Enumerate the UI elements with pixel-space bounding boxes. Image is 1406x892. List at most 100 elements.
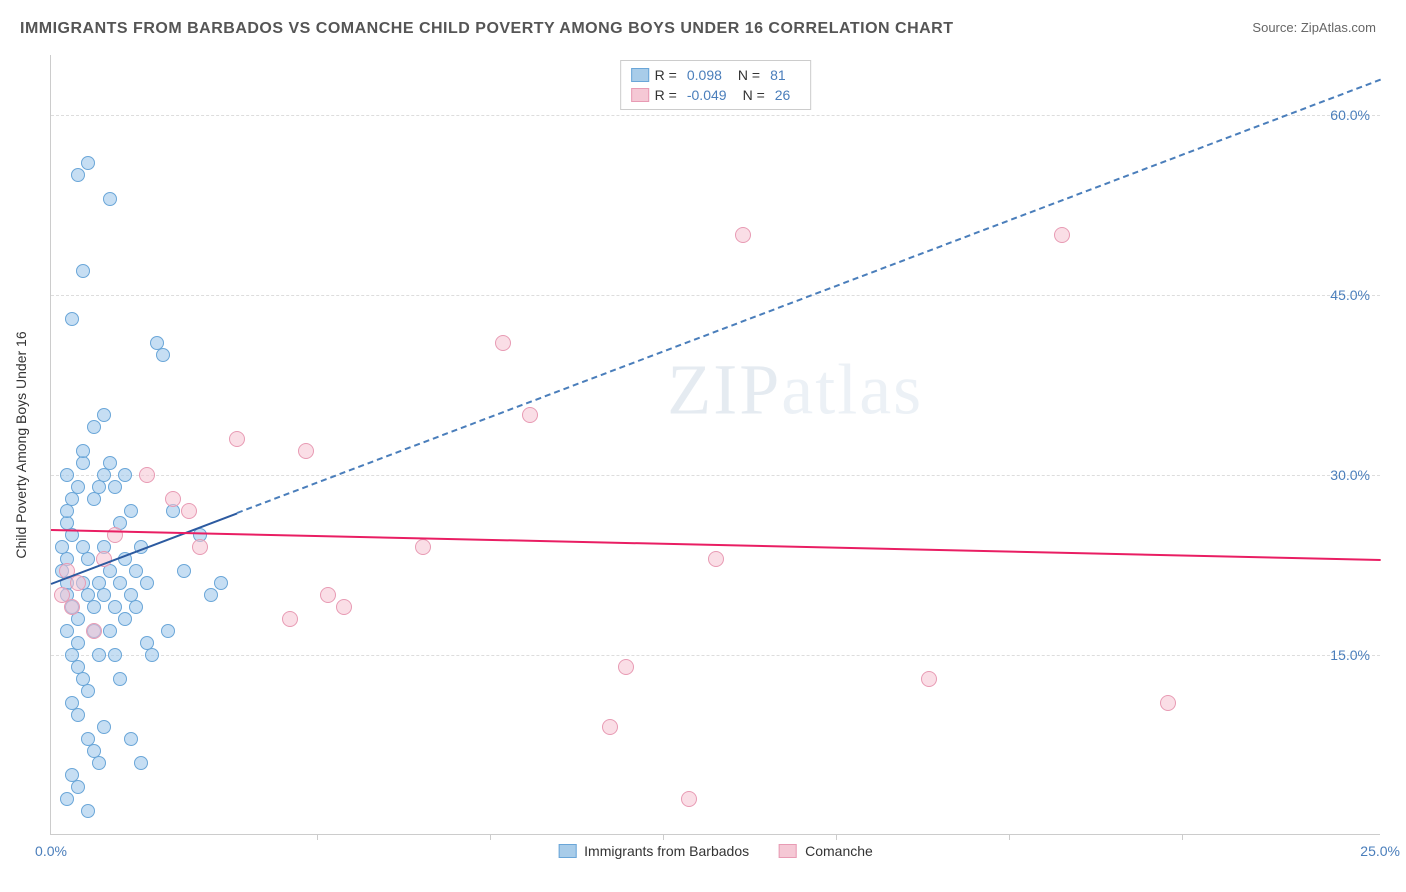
pink-scatter-point: [336, 599, 352, 615]
x-tick-mark: [317, 834, 318, 840]
blue-scatter-point: [65, 312, 79, 326]
x-origin-label: 0.0%: [35, 843, 67, 859]
pink-scatter-point: [415, 539, 431, 555]
blue-scatter-point: [161, 624, 175, 638]
swatch-pink-icon: [631, 88, 649, 102]
blue-scatter-point: [140, 636, 154, 650]
blue-scatter-point: [81, 804, 95, 818]
x-tick-mark: [490, 834, 491, 840]
legend-label: Comanche: [805, 843, 873, 859]
blue-scatter-point: [103, 456, 117, 470]
source-attribution: Source: ZipAtlas.com: [1252, 20, 1376, 35]
blue-scatter-point: [118, 468, 132, 482]
r-value: -0.049: [687, 87, 727, 103]
blue-scatter-point: [129, 600, 143, 614]
y-tick-label: 60.0%: [1330, 107, 1370, 123]
blue-scatter-point: [76, 456, 90, 470]
blue-scatter-point: [177, 564, 191, 578]
blue-scatter-point: [71, 168, 85, 182]
blue-scatter-point: [103, 192, 117, 206]
blue-scatter-point: [97, 408, 111, 422]
blue-scatter-point: [118, 612, 132, 626]
blue-scatter-point: [124, 732, 138, 746]
x-tick-mark: [663, 834, 664, 840]
blue-scatter-point: [60, 624, 74, 638]
blue-scatter-point: [87, 492, 101, 506]
y-axis-title: Child Poverty Among Boys Under 16: [13, 331, 29, 558]
correlation-legend: R = 0.098 N = 81 R = -0.049 N = 26: [620, 60, 812, 110]
blue-scatter-point: [71, 780, 85, 794]
gridline-horizontal: [51, 475, 1380, 476]
series-legend: Immigrants from Barbados Comanche: [558, 843, 873, 859]
blue-scatter-point: [103, 624, 117, 638]
pink-scatter-point: [921, 671, 937, 687]
blue-scatter-point: [92, 480, 106, 494]
swatch-blue-icon: [631, 68, 649, 82]
r-label: R =: [655, 87, 677, 103]
blue-scatter-point: [92, 756, 106, 770]
blue-scatter-point: [76, 444, 90, 458]
pink-scatter-point: [282, 611, 298, 627]
swatch-blue-icon: [558, 844, 576, 858]
legend-label: Immigrants from Barbados: [584, 843, 749, 859]
x-tick-mark: [1009, 834, 1010, 840]
blue-scatter-point: [97, 468, 111, 482]
x-tick-mark: [1182, 834, 1183, 840]
blue-scatter-point: [134, 756, 148, 770]
blue-scatter-point: [60, 516, 74, 530]
y-tick-label: 45.0%: [1330, 287, 1370, 303]
blue-scatter-point: [55, 540, 69, 554]
trendline-dashed: [237, 79, 1381, 514]
blue-scatter-point: [87, 420, 101, 434]
pink-scatter-point: [165, 491, 181, 507]
pink-scatter-point: [602, 719, 618, 735]
pink-scatter-point: [320, 587, 336, 603]
blue-scatter-point: [71, 480, 85, 494]
pink-scatter-point: [735, 227, 751, 243]
blue-scatter-point: [214, 576, 228, 590]
n-label: N =: [738, 67, 760, 83]
blue-scatter-point: [65, 492, 79, 506]
pink-scatter-point: [495, 335, 511, 351]
blue-scatter-point: [97, 720, 111, 734]
legend-row-pink: R = -0.049 N = 26: [631, 85, 801, 105]
n-value: 26: [775, 87, 791, 103]
pink-scatter-point: [708, 551, 724, 567]
chart-plot-area: ZIPatlas Child Poverty Among Boys Under …: [50, 55, 1380, 835]
x-max-label: 25.0%: [1360, 843, 1400, 859]
legend-item-blue: Immigrants from Barbados: [558, 843, 749, 859]
blue-scatter-point: [60, 792, 74, 806]
blue-scatter-point: [129, 564, 143, 578]
blue-scatter-point: [124, 504, 138, 518]
n-label: N =: [743, 87, 765, 103]
legend-item-pink: Comanche: [779, 843, 873, 859]
blue-scatter-point: [145, 648, 159, 662]
source-label: Source:: [1252, 20, 1297, 35]
y-tick-label: 15.0%: [1330, 647, 1370, 663]
blue-scatter-point: [71, 708, 85, 722]
n-value: 81: [770, 67, 786, 83]
blue-scatter-point: [108, 648, 122, 662]
pink-scatter-point: [229, 431, 245, 447]
blue-scatter-point: [81, 684, 95, 698]
pink-scatter-point: [522, 407, 538, 423]
blue-scatter-point: [204, 588, 218, 602]
pink-scatter-point: [1160, 695, 1176, 711]
blue-scatter-point: [108, 600, 122, 614]
watermark-text: ZIPatlas: [667, 348, 923, 431]
chart-title: IMMIGRANTS FROM BARBADOS VS COMANCHE CHI…: [20, 20, 954, 38]
blue-scatter-point: [97, 588, 111, 602]
blue-scatter-point: [76, 264, 90, 278]
pink-scatter-point: [1054, 227, 1070, 243]
blue-scatter-point: [156, 348, 170, 362]
pink-scatter-point: [298, 443, 314, 459]
blue-scatter-point: [60, 468, 74, 482]
blue-scatter-point: [81, 156, 95, 170]
blue-scatter-point: [108, 480, 122, 494]
legend-row-blue: R = 0.098 N = 81: [631, 65, 801, 85]
gridline-horizontal: [51, 115, 1380, 116]
gridline-horizontal: [51, 655, 1380, 656]
swatch-pink-icon: [779, 844, 797, 858]
watermark-part1: ZIP: [667, 349, 781, 429]
gridline-horizontal: [51, 295, 1380, 296]
